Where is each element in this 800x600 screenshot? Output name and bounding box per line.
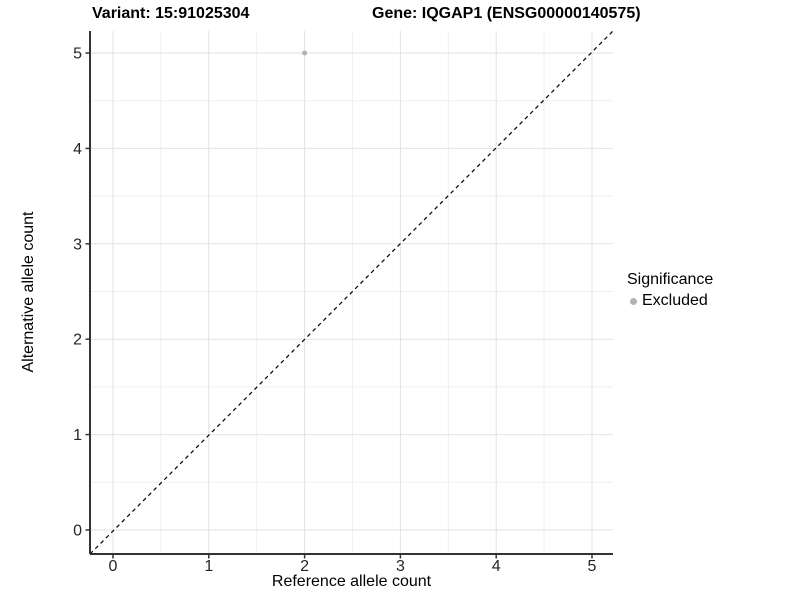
y-tick-label: 3 — [73, 236, 82, 253]
y-tick-label: 5 — [73, 46, 82, 63]
data-point — [302, 50, 308, 56]
y-tick-label: 0 — [73, 523, 82, 540]
x-tick-label: 1 — [204, 558, 213, 575]
identity-reference-line — [89, 30, 614, 555]
legend: Significance Excluded — [627, 271, 713, 310]
y-axis-label: Alternative allele count — [20, 211, 37, 373]
y-tick-label: 2 — [73, 332, 82, 349]
legend-title: Significance — [627, 271, 714, 288]
x-tick-label: 0 — [109, 558, 118, 575]
x-tick-label: 2 — [300, 558, 309, 575]
legend-item-label: Excluded — [642, 292, 708, 309]
excluded-point-icon — [630, 297, 637, 305]
variant-title: Variant: 15:91025304 — [92, 5, 250, 22]
x-tick-label: 5 — [588, 558, 597, 575]
gene-title: Gene: IQGAP1 (ENSG00000140575) — [372, 5, 641, 22]
y-tick-label: 1 — [73, 427, 82, 444]
x-tick-label: 3 — [396, 558, 405, 575]
legend-item-excluded: Excluded — [627, 292, 713, 310]
x-axis-label: Reference allele count — [271, 573, 432, 590]
y-tick-label: 4 — [73, 141, 82, 158]
x-tick-label: 4 — [492, 558, 501, 575]
